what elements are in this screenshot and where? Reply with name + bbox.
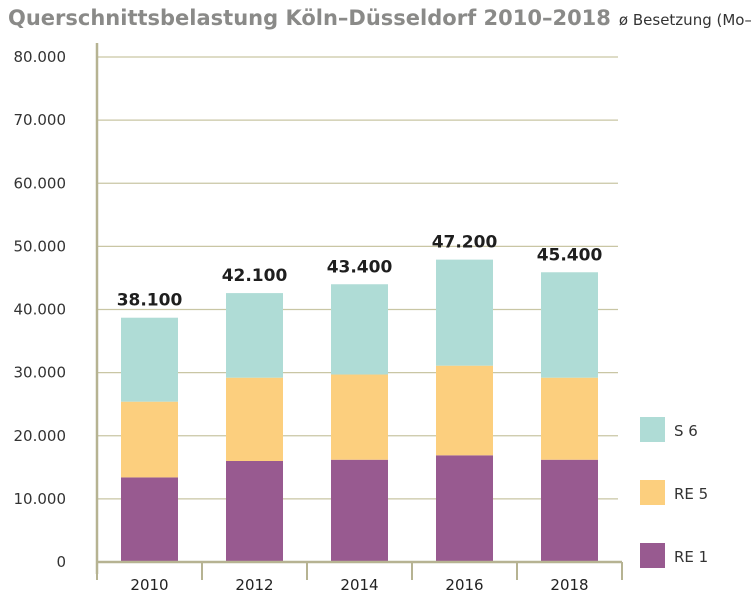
y-tick-label: 60.000	[14, 174, 67, 192]
legend-swatch	[640, 417, 665, 442]
y-tick-label: 70.000	[14, 111, 67, 129]
y-tick-label: 0	[56, 553, 66, 571]
bar-re5-2014	[331, 374, 388, 460]
total-label: 43.400	[327, 257, 393, 277]
legend-swatch	[640, 543, 665, 568]
x-tick-label: 2016	[445, 576, 483, 594]
y-tick-label: 20.000	[14, 427, 67, 445]
bar-s6-2018	[541, 272, 598, 378]
y-tick-label: 10.000	[14, 490, 67, 508]
x-tick-label: 2018	[550, 576, 588, 594]
bar-re1-2014	[331, 459, 388, 562]
bar-s6-2014	[331, 284, 388, 375]
bar-re1-2010	[121, 477, 178, 562]
bar-re5-2018	[541, 377, 598, 460]
legend: S 6 RE 5 RE 1	[640, 417, 708, 568]
legend-swatch	[640, 480, 665, 505]
bar-s6-2010	[121, 317, 178, 402]
total-label: 45.400	[537, 245, 603, 265]
bar-re1-2018	[541, 459, 598, 562]
x-axis-ticks: 2010 2012 2014 2016 2018	[130, 576, 588, 594]
bar-re5-2010	[121, 401, 178, 478]
total-label: 38.100	[117, 291, 183, 311]
y-tick-label: 30.000	[14, 364, 67, 382]
bar-s6-2012	[226, 293, 283, 378]
bar-s6-2016	[436, 259, 493, 366]
chart-subtitle: ø Besetzung (Mo–Fr)	[618, 11, 751, 29]
bar-re1-2012	[226, 461, 283, 562]
y-axis-ticks: 0 10.000 20.000 30.000 40.000 50.000 60.000 70.…	[14, 48, 67, 571]
legend-label: RE 1	[674, 548, 708, 566]
bars	[121, 259, 598, 562]
chart-title: Querschnittsbelastung Köln–Düsseldorf 20…	[8, 6, 611, 30]
legend-label: RE 5	[674, 485, 708, 503]
bar-re5-2016	[436, 365, 493, 456]
y-tick-label: 80.000	[14, 48, 67, 66]
axes	[95, 43, 623, 580]
total-label: 47.200	[432, 233, 498, 253]
x-tick-label: 2012	[235, 576, 273, 594]
bar-re1-2016	[436, 455, 493, 562]
total-labels: 38.100 42.100 43.400 47.200 45.400	[117, 233, 603, 311]
x-tick-label: 2014	[340, 576, 378, 594]
title-row: Querschnittsbelastung Köln–Düsseldorf 20…	[8, 6, 751, 38]
y-tick-label: 50.000	[14, 237, 67, 255]
x-tick-label: 2010	[130, 576, 168, 594]
total-label: 42.100	[222, 266, 288, 286]
y-tick-label: 40.000	[14, 301, 67, 319]
legend-label: S 6	[674, 422, 698, 440]
bar-re5-2012	[226, 377, 283, 461]
